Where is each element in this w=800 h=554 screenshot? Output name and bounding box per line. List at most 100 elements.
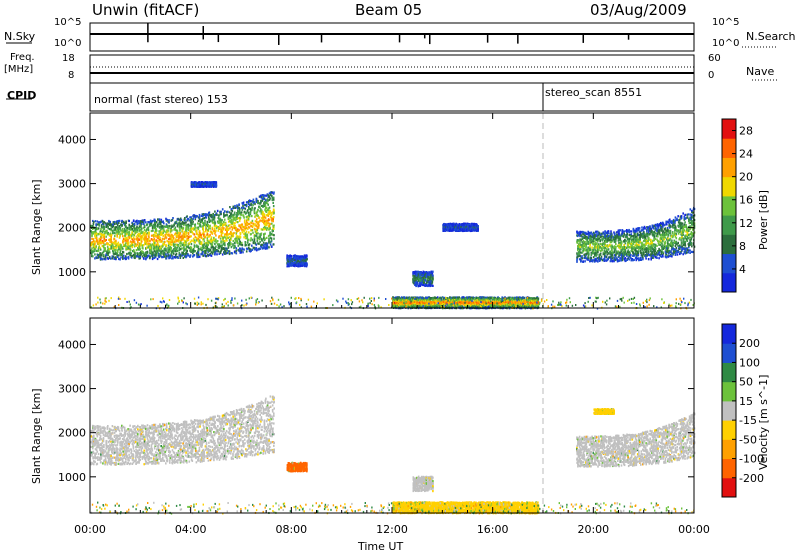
rti-plot: 1000200030004000481216202428100020003000…	[0, 0, 800, 554]
power-scatter-cell	[204, 236, 206, 238]
power-scatter-cell	[217, 210, 219, 212]
power-scatter-cell	[271, 212, 273, 214]
power-scatter-cell	[236, 239, 238, 241]
power-scatter-cell	[114, 238, 116, 240]
power-scatter-cell	[177, 230, 179, 232]
power-scatter-cell	[254, 211, 256, 213]
power-scatter-cell	[145, 236, 147, 238]
power-scatter-cell	[180, 248, 182, 250]
power-scatter-cell	[216, 253, 218, 255]
power-scatter-cell	[252, 239, 254, 241]
power-scatter-cell	[166, 255, 168, 257]
power-scatter-cell	[188, 242, 190, 244]
power-scatter-cell	[162, 238, 164, 240]
power-scatter-cell	[249, 227, 251, 229]
power-scatter-cell	[226, 250, 228, 252]
power-scatter-cell	[97, 220, 99, 222]
power-scatter-cell	[98, 250, 100, 252]
power-scatter-cell	[157, 258, 159, 260]
power-scatter-cell	[171, 229, 173, 231]
power-scatter-cell	[273, 191, 275, 193]
power-scatter-cell	[257, 215, 259, 217]
power-scatter-cell	[260, 220, 262, 222]
power-scatter-cell	[199, 216, 201, 218]
power-scatter-cell	[252, 225, 254, 227]
power-scatter-cell	[266, 214, 268, 216]
power-scatter-cell	[202, 251, 204, 253]
power-scatter-cell	[262, 213, 264, 215]
power-scatter-cell	[211, 247, 213, 249]
power-scatter-cell	[253, 199, 255, 201]
power-scatter-cell	[207, 221, 209, 223]
noise-panel-frame	[90, 23, 694, 51]
power-scatter-cell	[269, 225, 271, 227]
power-scatter-cell	[116, 230, 118, 232]
power-scatter-cell	[228, 229, 230, 231]
power-scatter-cell	[151, 247, 153, 249]
power-scatter-cell	[250, 200, 252, 202]
power-scatter-cell	[248, 231, 250, 233]
power-scatter-cell	[186, 232, 188, 234]
power-scatter-cell	[233, 232, 235, 234]
power-scatter-cell	[240, 236, 242, 238]
power-scatter-cell	[93, 223, 95, 225]
power-scatter-cell	[156, 230, 158, 232]
power-scatter-cell	[225, 252, 227, 254]
power-scatter-cell	[291, 255, 293, 257]
power-scatter-cell	[122, 248, 124, 250]
power-scatter-cell	[268, 235, 270, 237]
power-scatter-cell	[232, 252, 234, 254]
power-scatter-cell	[191, 247, 193, 249]
power-scatter-cell	[216, 181, 218, 183]
power-scatter-cell	[190, 254, 192, 256]
power-scatter-cell	[222, 232, 224, 234]
power-scatter-cell	[175, 227, 177, 229]
power-scatter-cell	[99, 233, 101, 235]
power-scatter-cell	[269, 223, 271, 225]
power-scatter-cell	[159, 218, 161, 220]
power-scatter-cell	[135, 254, 137, 256]
power-scatter-cell	[168, 227, 170, 229]
power-scatter-cell	[268, 239, 270, 241]
power-scatter-cell	[267, 204, 269, 206]
power-scatter-cell	[151, 230, 153, 232]
power-scatter-cell	[183, 227, 185, 229]
power-scatter-cell	[252, 249, 254, 251]
power-scatter-cell	[229, 227, 231, 229]
power-scatter-cell	[219, 235, 221, 237]
power-scatter-cell	[115, 249, 117, 251]
power-scatter-cell	[265, 199, 267, 201]
power-scatter-cell	[214, 216, 216, 218]
power-scatter-cell	[265, 227, 267, 229]
power-scatter-cell	[204, 243, 206, 245]
power-scatter-cell	[269, 233, 271, 235]
power-scatter-cell	[194, 233, 196, 235]
power-scatter-cell	[252, 220, 254, 222]
power-scatter-cell	[432, 278, 434, 280]
power-scatter-cell	[264, 233, 266, 235]
power-scatter-cell	[209, 227, 211, 229]
power-scatter-cell	[258, 224, 260, 226]
power-scatter-cell	[206, 227, 208, 229]
power-scatter-cell	[257, 209, 259, 211]
power-scatter-cell	[250, 203, 252, 205]
power-scatter-cell	[195, 236, 197, 238]
power-scatter-cell	[259, 241, 261, 243]
power-scatter-cell	[223, 213, 225, 215]
power-scatter-cell	[266, 237, 268, 239]
power-scatter-cell	[272, 230, 274, 232]
power-scatter-cell	[264, 238, 266, 240]
power-scatter-cell	[98, 227, 100, 229]
power-scatter-cell	[127, 229, 129, 231]
power-scatter-cell	[111, 241, 113, 243]
power-scatter-cell	[273, 197, 275, 199]
power-scatter-cell	[214, 232, 216, 234]
power-scatter-cell	[240, 217, 242, 219]
power-scatter-cell	[124, 228, 126, 230]
power-scatter-cell	[262, 240, 264, 242]
power-scatter-cell	[99, 252, 101, 254]
power-scatter-cell	[128, 220, 130, 222]
power-scatter-cell	[231, 246, 233, 248]
power-scatter-cell	[212, 242, 214, 244]
power-scatter-cell	[105, 239, 107, 241]
